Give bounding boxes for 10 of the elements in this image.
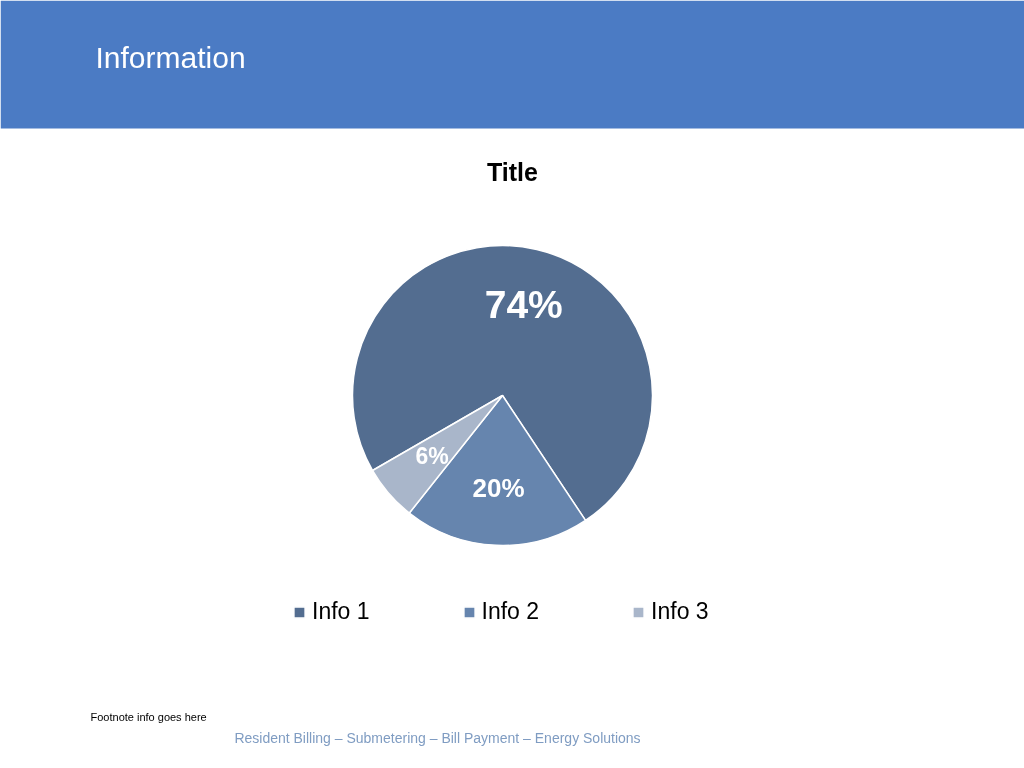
data-label: 20% xyxy=(472,473,525,504)
text: Footnote info goes here xyxy=(90,710,207,723)
legend-label: Info 1 xyxy=(312,598,370,625)
data-label: 6% xyxy=(415,443,449,470)
text: Resident Billing – Submetering – Bill Payment – Energy Solutions xyxy=(234,729,641,746)
chart-title: Information xyxy=(95,41,246,74)
legend-label: Info 2 xyxy=(481,598,540,625)
legend-label: Info 3 xyxy=(651,598,709,625)
data-label: 74% xyxy=(484,283,563,327)
chart-subtitle: Title xyxy=(487,157,539,186)
